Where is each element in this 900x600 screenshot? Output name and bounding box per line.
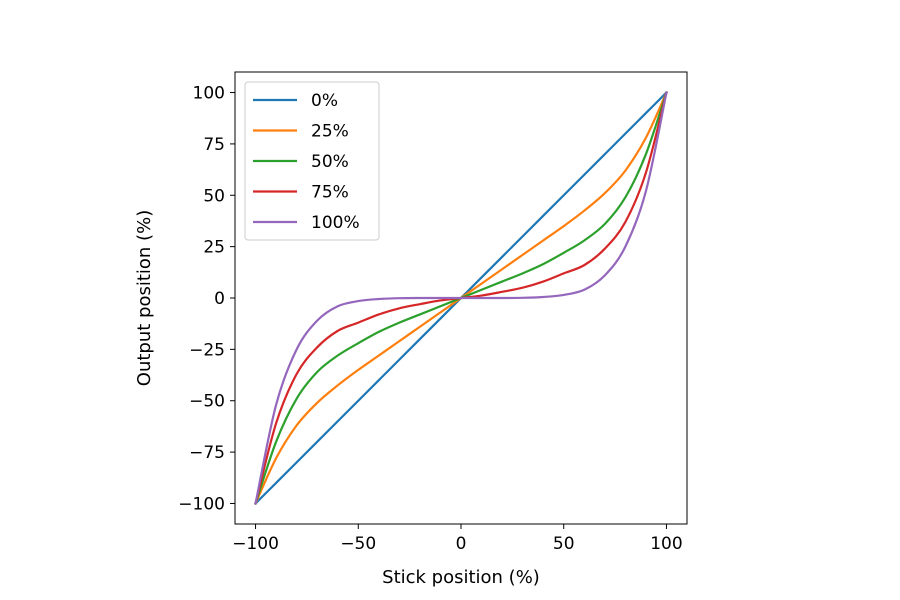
legend-label-1: 25% <box>311 122 349 142</box>
series-line-4 <box>254 91 668 505</box>
x-tick-label: −100 <box>232 534 279 554</box>
y-tick-label: 75 <box>203 135 225 155</box>
legend-label-3: 75% <box>311 183 349 203</box>
legend: 0% 25% 50% 75% 100% <box>244 81 380 241</box>
legend-label-4: 100% <box>311 213 360 233</box>
y-tick-label: −75 <box>189 443 225 463</box>
x-tick-label: −50 <box>340 534 376 554</box>
legend-label-0: 0% <box>311 91 338 111</box>
y-tick-label: 50 <box>203 186 225 206</box>
y-tick-label: −50 <box>189 392 225 412</box>
y-axis-label: Output position (%) <box>134 210 155 386</box>
y-tick-label: 25 <box>203 238 225 258</box>
x-tick-label: 100 <box>650 534 682 554</box>
y-tick-label: −25 <box>189 340 225 360</box>
legend-label-2: 50% <box>311 152 349 172</box>
x-axis-ticks: −100 −50 0 50 100 <box>232 524 683 554</box>
y-axis-ticks: −100 −75 −50 −25 0 25 50 75 100 <box>178 84 235 514</box>
x-tick-label: 50 <box>553 534 575 554</box>
y-tick-label: 100 <box>193 84 225 104</box>
y-tick-label: −100 <box>178 494 225 514</box>
x-axis-label: Stick position (%) <box>382 567 540 588</box>
series-layer <box>253 90 669 506</box>
x-tick-label: 0 <box>456 534 467 554</box>
y-tick-label: 0 <box>214 289 225 309</box>
legend-frame <box>244 81 380 241</box>
